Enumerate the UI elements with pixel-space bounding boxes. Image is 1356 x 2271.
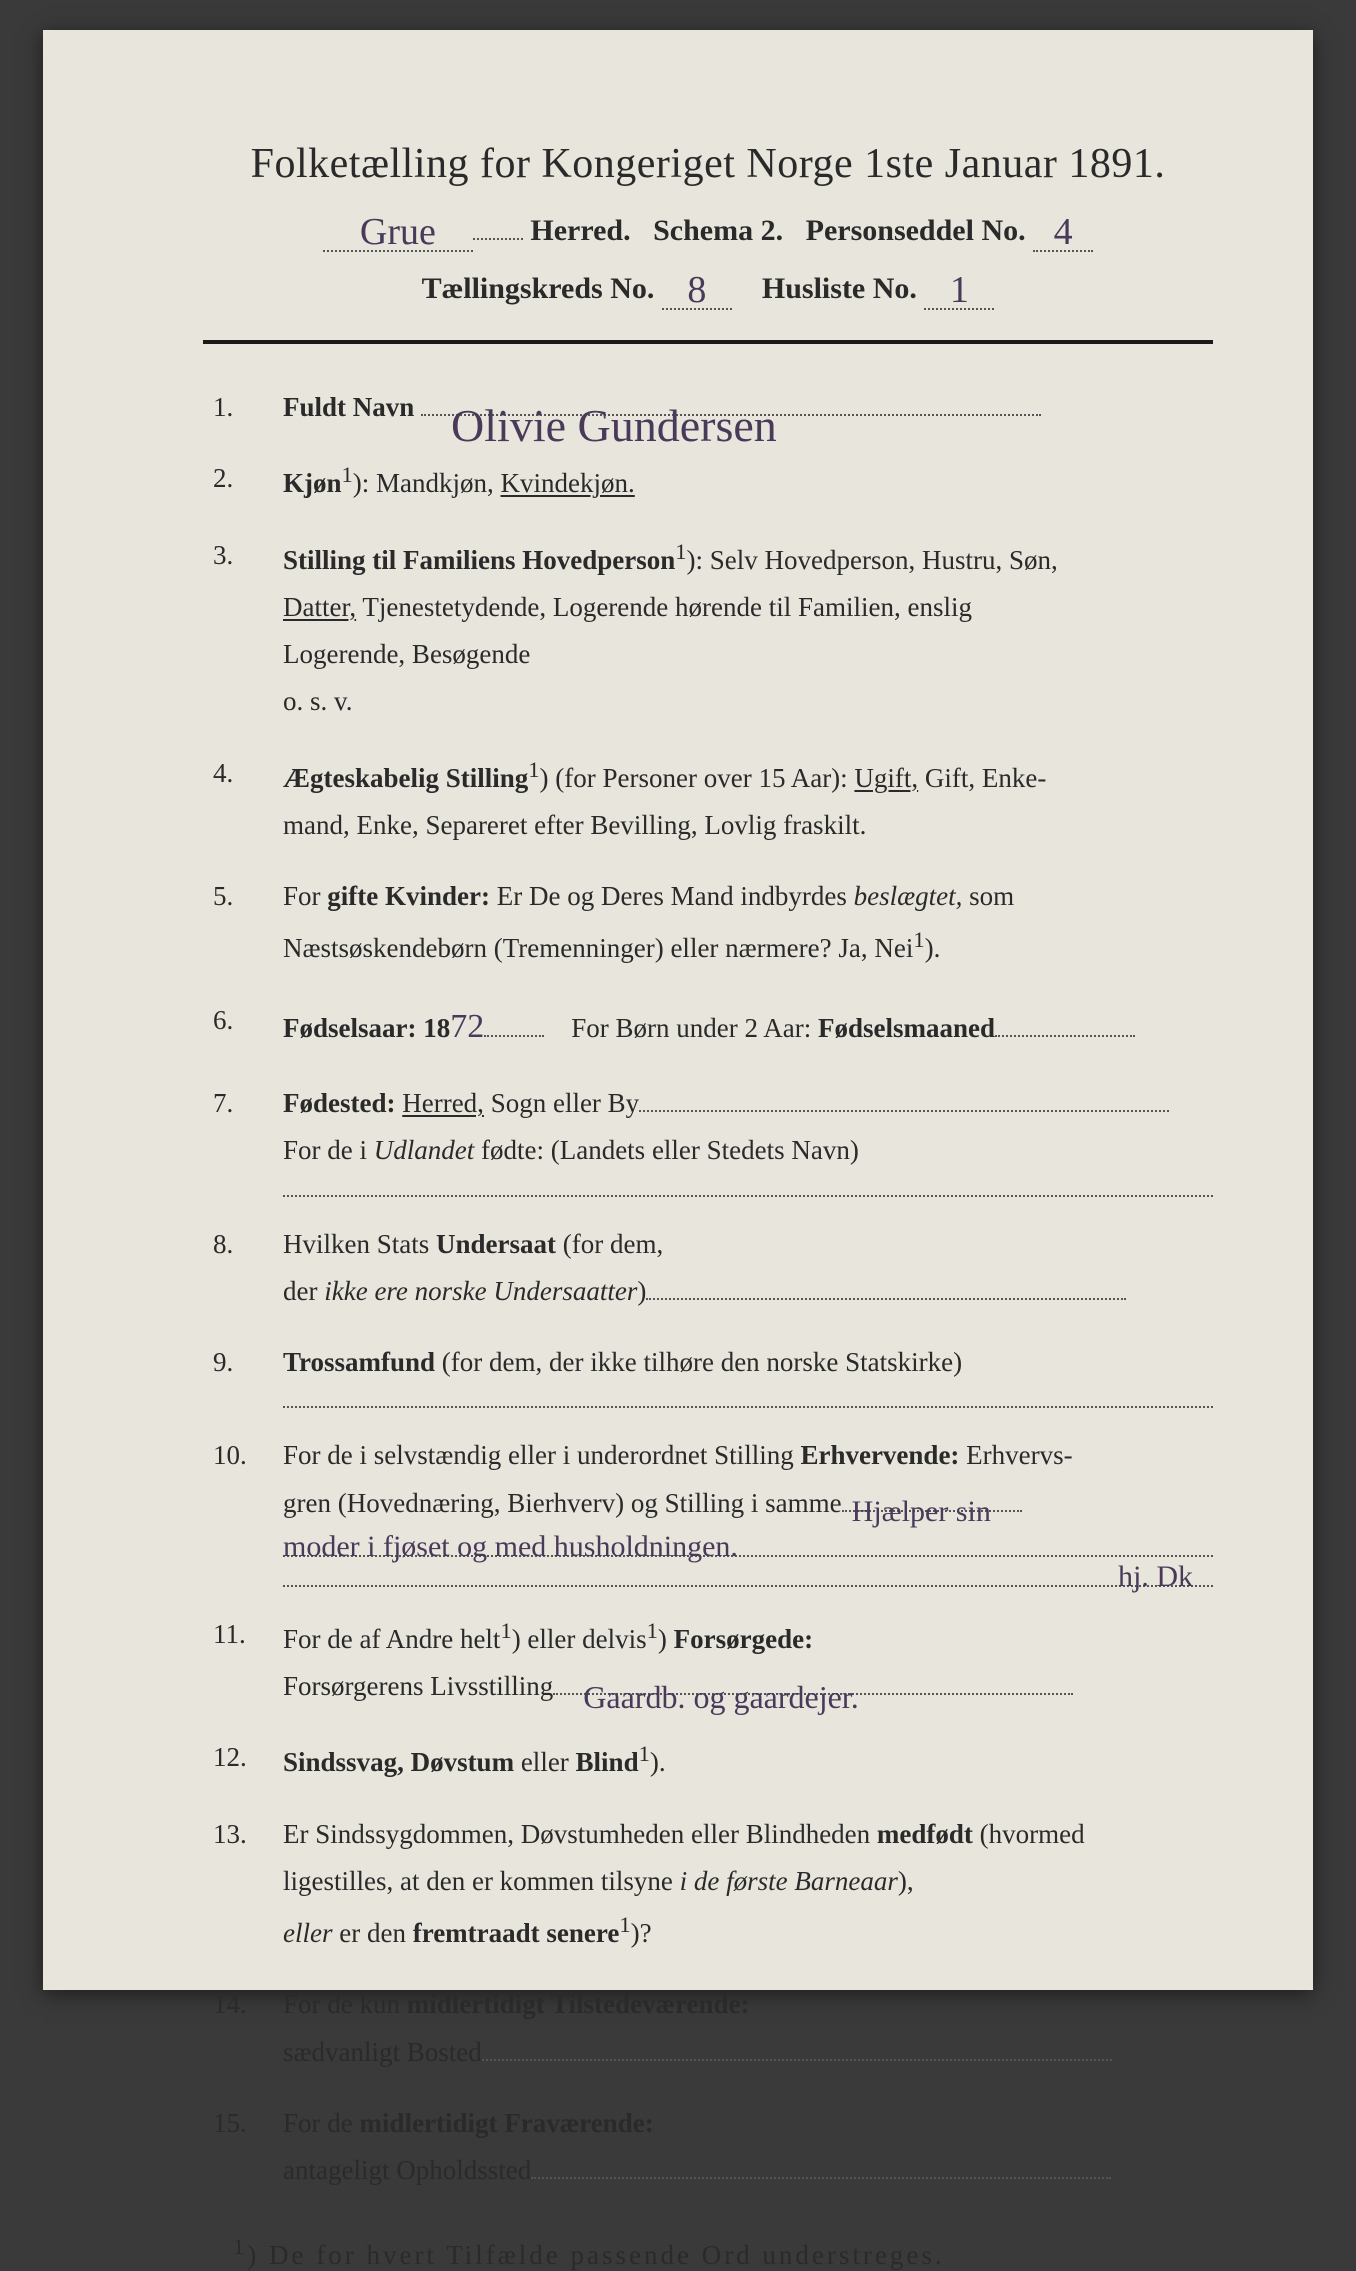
question-15: 15. For de midlertidigt Fraværende: anta… <box>213 2100 1213 2195</box>
q13-num: 13. <box>213 1811 283 1858</box>
q7-selected: Herred, <box>402 1088 484 1118</box>
q2-selected: Kvindekjøn. <box>501 468 635 498</box>
q6-label-a: Fødselsaar: 18 <box>283 1013 450 1043</box>
q1-label: Fuldt Navn <box>283 392 414 422</box>
header-row-2: Tællingskreds No. 8 Husliste No. 1 <box>203 264 1213 310</box>
q11-num: 11. <box>213 1611 283 1658</box>
question-12: 12. Sindssvag, Døvstum eller Blind1). <box>213 1734 1213 1786</box>
header-divider <box>203 340 1213 344</box>
personseddel-no-handwritten: 4 <box>1054 211 1073 253</box>
q10-num: 10. <box>213 1432 283 1479</box>
q3-label: Stilling til Familiens Hovedperson <box>283 545 675 575</box>
form-title: Folketælling for Kongeriget Norge 1ste J… <box>203 140 1213 188</box>
q14-num: 14. <box>213 1981 283 2028</box>
q4-label: Ægteskabelig Stilling <box>283 763 528 793</box>
q11-hand: Gaardb. og gaardejer. <box>583 1669 858 1725</box>
q9-label: Trossamfund <box>283 1347 435 1377</box>
herred-name-handwritten: Grue <box>360 211 436 253</box>
q6-year-handwritten: 72 <box>450 1008 484 1045</box>
schema-label: Schema 2. <box>653 214 783 247</box>
q15-num: 15. <box>213 2100 283 2147</box>
q9-num: 9. <box>213 1339 283 1386</box>
question-13: 13. Er Sindssygdommen, Døvstumheden elle… <box>213 1811 1213 1958</box>
question-10: 10. For de i selvstændig eller i underor… <box>213 1432 1213 1587</box>
question-11: 11. For de af Andre helt1) eller delvis1… <box>213 1611 1213 1711</box>
taellingskreds-label: Tællingskreds No. <box>422 272 655 305</box>
q2-label: Kjøn <box>283 468 342 498</box>
question-9: 9. Trossamfund (for dem, der ikke tilhør… <box>213 1339 1213 1408</box>
question-14: 14. For de kun midlertidigt Tilstedevære… <box>213 1981 1213 2076</box>
question-5: 5. For gifte Kvinder: Er De og Deres Man… <box>213 873 1213 973</box>
header-row-1: Grue Herred. Schema 2. Personseddel No. … <box>203 206 1213 252</box>
herred-label: Herred. <box>530 214 630 247</box>
q2-num: 2. <box>213 455 283 502</box>
q1-num: 1. <box>213 384 283 431</box>
q8-num: 8. <box>213 1221 283 1268</box>
q10-hand-3: hj. Dk <box>1118 1551 1193 1604</box>
q3-num: 3. <box>213 532 283 579</box>
husliste-label: Husliste No. <box>762 272 917 305</box>
question-6: 6. Fødselsaar: 1872 For Børn under 2 Aar… <box>213 997 1213 1057</box>
personseddel-label: Personseddel No. <box>806 214 1026 247</box>
footnote: 1) De for hvert Tilfælde passende Ord un… <box>203 2234 1213 2271</box>
question-4: 4. Ægteskabelig Stilling1) (for Personer… <box>213 750 1213 850</box>
q1-name-handwritten: Olivie Gundersen <box>451 386 777 467</box>
form-header: Folketælling for Kongeriget Norge 1ste J… <box>203 140 1213 310</box>
census-form-page: Folketælling for Kongeriget Norge 1ste J… <box>43 30 1313 1990</box>
q4-selected: Ugift, <box>854 763 918 793</box>
question-list: 1. Fuldt Navn Olivie Gundersen 2. Kjøn1)… <box>203 384 1213 2194</box>
q3-selected: Datter, <box>283 592 356 622</box>
question-7: 7. Fødested: Herred, Sogn eller By For d… <box>213 1080 1213 1197</box>
q6-num: 6. <box>213 997 283 1044</box>
q12-num: 12. <box>213 1734 283 1781</box>
question-1: 1. Fuldt Navn Olivie Gundersen <box>213 384 1213 431</box>
q7-label-a: Fødested: <box>283 1088 402 1118</box>
kreds-no-handwritten: 8 <box>687 269 706 311</box>
q4-num: 4. <box>213 750 283 797</box>
q12-label: Sindssvag, Døvstum <box>283 1747 514 1777</box>
q7-num: 7. <box>213 1080 283 1127</box>
question-8: 8. Hvilken Stats Undersaat (for dem, der… <box>213 1221 1213 1316</box>
q5-num: 5. <box>213 873 283 920</box>
husliste-no-handwritten: 1 <box>950 269 969 311</box>
question-3: 3. Stilling til Familiens Hovedperson1):… <box>213 532 1213 726</box>
